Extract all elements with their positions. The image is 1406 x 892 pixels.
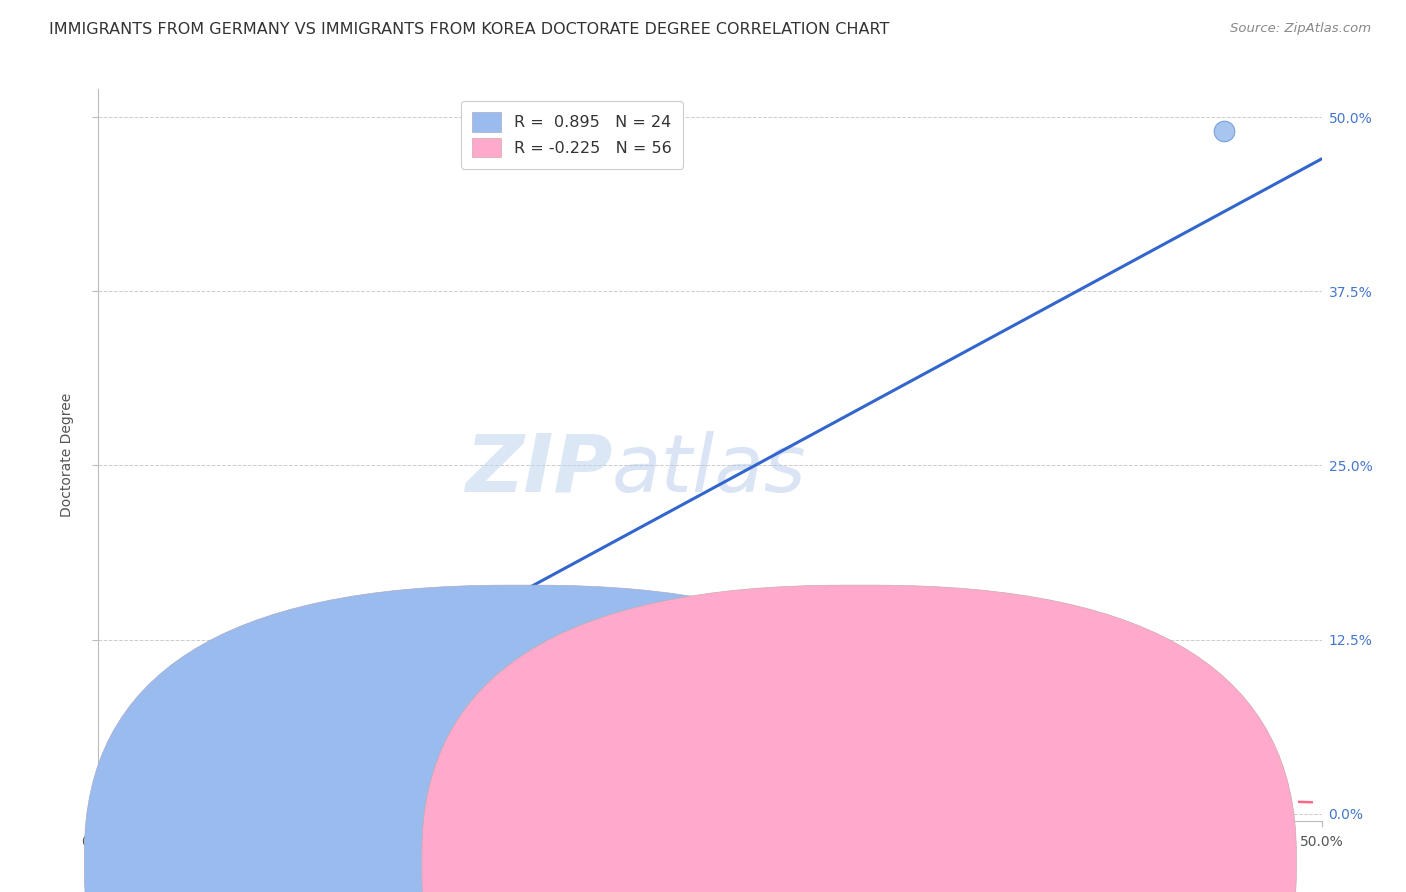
Point bbox=[987, 799, 1010, 814]
Point bbox=[100, 767, 122, 781]
Point bbox=[890, 751, 912, 765]
Point bbox=[332, 734, 354, 748]
Point bbox=[134, 754, 156, 768]
Point bbox=[141, 758, 163, 772]
Point bbox=[205, 754, 228, 768]
Text: Immigrants from Korea: Immigrants from Korea bbox=[886, 855, 1063, 870]
Point bbox=[276, 799, 298, 814]
Point bbox=[107, 758, 129, 772]
Point bbox=[841, 781, 863, 796]
Point bbox=[336, 799, 359, 814]
Point bbox=[253, 799, 276, 814]
Point bbox=[180, 772, 202, 786]
Point bbox=[180, 737, 202, 751]
Point bbox=[160, 730, 183, 744]
Point bbox=[117, 786, 139, 800]
Point bbox=[149, 754, 172, 768]
Point bbox=[361, 799, 384, 814]
Point bbox=[120, 767, 142, 781]
Point bbox=[322, 702, 344, 716]
Point bbox=[817, 799, 839, 814]
Point bbox=[229, 799, 252, 814]
Point bbox=[129, 786, 152, 800]
Text: Immigrants from Germany: Immigrants from Germany bbox=[548, 855, 752, 870]
Point bbox=[160, 799, 183, 814]
Point bbox=[114, 751, 136, 765]
Point bbox=[107, 776, 129, 790]
Point bbox=[146, 772, 169, 786]
Point bbox=[1212, 124, 1234, 138]
Point bbox=[111, 776, 134, 790]
Point bbox=[186, 789, 208, 804]
Point bbox=[121, 758, 143, 772]
Point bbox=[263, 781, 285, 796]
Point bbox=[190, 723, 212, 737]
Point bbox=[572, 751, 595, 765]
Point bbox=[401, 772, 423, 786]
Point bbox=[344, 723, 367, 737]
Point bbox=[246, 709, 269, 723]
Point bbox=[270, 796, 294, 810]
Point bbox=[111, 781, 134, 796]
Point bbox=[94, 772, 117, 786]
Point bbox=[139, 767, 162, 781]
Point bbox=[695, 799, 717, 814]
Point bbox=[104, 779, 127, 793]
Point bbox=[101, 779, 124, 793]
Point bbox=[352, 764, 374, 779]
Point bbox=[233, 723, 256, 737]
Text: IMMIGRANTS FROM GERMANY VS IMMIGRANTS FROM KOREA DOCTORATE DEGREE CORRELATION CH: IMMIGRANTS FROM GERMANY VS IMMIGRANTS FR… bbox=[49, 22, 890, 37]
Point bbox=[156, 751, 179, 765]
Point bbox=[124, 772, 146, 786]
Point bbox=[167, 781, 190, 796]
Point bbox=[150, 764, 173, 779]
Point bbox=[375, 744, 398, 758]
Point bbox=[392, 723, 416, 737]
Point bbox=[141, 779, 163, 793]
Text: ZIP: ZIP bbox=[465, 431, 612, 508]
Point bbox=[302, 796, 325, 810]
Text: Source: ZipAtlas.com: Source: ZipAtlas.com bbox=[1230, 22, 1371, 36]
Point bbox=[319, 737, 342, 751]
Point bbox=[239, 779, 262, 793]
Point bbox=[176, 758, 198, 772]
Point bbox=[1184, 799, 1206, 814]
Point bbox=[136, 793, 159, 807]
Point bbox=[209, 764, 232, 779]
Point bbox=[246, 772, 269, 786]
Point bbox=[385, 796, 408, 810]
Point bbox=[110, 781, 132, 796]
Text: atlas: atlas bbox=[612, 431, 807, 508]
Point bbox=[131, 764, 153, 779]
Point bbox=[124, 772, 146, 786]
Point bbox=[288, 779, 311, 793]
Point bbox=[312, 723, 335, 737]
Point bbox=[425, 764, 447, 779]
Point bbox=[127, 764, 149, 779]
Point bbox=[224, 723, 246, 737]
Legend: R =  0.895   N = 24, R = -0.225   N = 56: R = 0.895 N = 24, R = -0.225 N = 56 bbox=[461, 101, 683, 169]
Point bbox=[346, 772, 368, 786]
Y-axis label: Doctorate Degree: Doctorate Degree bbox=[60, 392, 75, 517]
Point bbox=[193, 751, 215, 765]
Point bbox=[156, 796, 179, 810]
Point bbox=[865, 772, 887, 786]
Point bbox=[100, 764, 122, 779]
Point bbox=[411, 799, 433, 814]
Point bbox=[222, 716, 245, 731]
Point bbox=[1208, 781, 1230, 796]
Point bbox=[166, 739, 188, 754]
Point bbox=[217, 796, 239, 810]
